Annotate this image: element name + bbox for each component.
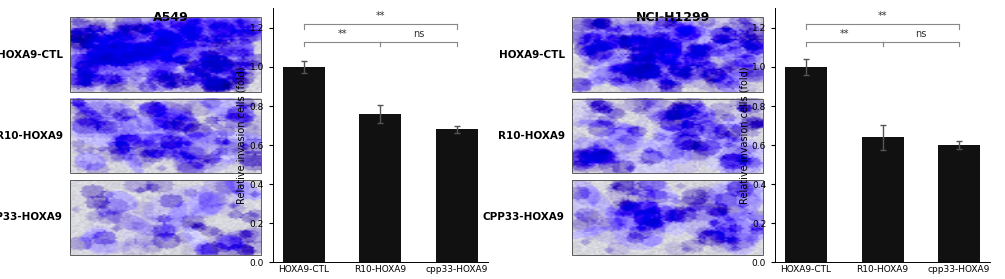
Bar xyxy=(572,98,763,173)
Y-axis label: Relative invasion cells (fold): Relative invasion cells (fold) xyxy=(237,67,247,204)
Y-axis label: Relative invasion cells (fold): Relative invasion cells (fold) xyxy=(739,67,749,204)
Text: CPP33-HOXA9: CPP33-HOXA9 xyxy=(0,212,62,222)
Bar xyxy=(572,17,763,92)
Bar xyxy=(360,114,401,262)
Text: ns: ns xyxy=(413,29,424,39)
Bar xyxy=(282,67,325,262)
Text: **: ** xyxy=(839,29,849,39)
Text: A549: A549 xyxy=(153,11,188,24)
Text: **: ** xyxy=(338,29,347,39)
Text: **: ** xyxy=(376,11,385,21)
Text: CPP33-HOXA9: CPP33-HOXA9 xyxy=(483,212,565,222)
Bar xyxy=(70,180,260,255)
Bar xyxy=(861,137,903,262)
Text: ns: ns xyxy=(916,29,927,39)
Text: **: ** xyxy=(877,11,887,21)
Bar xyxy=(572,180,763,255)
Text: NCI-H1299: NCI-H1299 xyxy=(635,11,710,24)
Bar xyxy=(938,145,980,262)
Bar xyxy=(785,67,827,262)
Text: HOXA9-CTL: HOXA9-CTL xyxy=(0,50,62,60)
Text: R10-HOXA9: R10-HOXA9 xyxy=(0,131,62,141)
Text: HOXA9-CTL: HOXA9-CTL xyxy=(498,50,565,60)
Bar xyxy=(70,17,260,92)
Bar xyxy=(436,129,478,262)
Text: R10-HOXA9: R10-HOXA9 xyxy=(497,131,565,141)
Bar xyxy=(70,98,260,173)
